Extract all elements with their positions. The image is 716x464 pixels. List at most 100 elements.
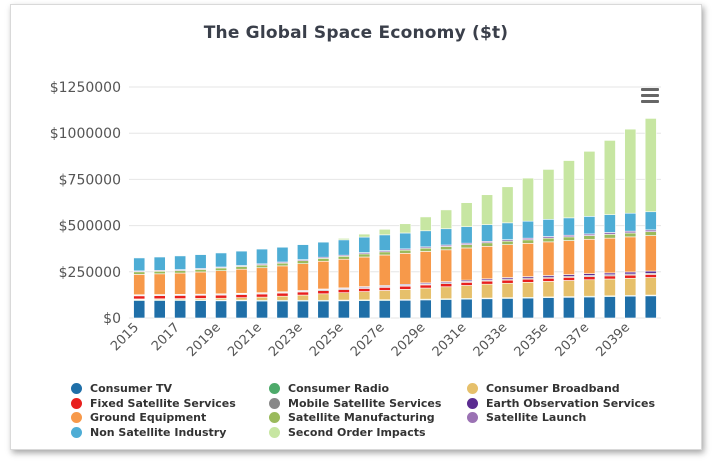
bar-segment xyxy=(562,217,575,236)
bar-segment xyxy=(378,290,391,301)
bar-segment xyxy=(440,283,453,288)
bar-segment xyxy=(317,290,330,295)
x-tick-label: 2025e xyxy=(307,320,347,360)
y-tick-label: $1000000 xyxy=(50,126,121,142)
chart-legend: Consumer TV Consumer Radio Consumer Broadb… xyxy=(71,381,701,441)
bar-segment xyxy=(133,271,146,275)
x-tick-label: 2031e xyxy=(430,320,470,360)
bar-segment xyxy=(337,292,350,301)
legend-swatch xyxy=(467,383,478,394)
legend-item[interactable]: Satellite Launch xyxy=(467,410,586,425)
legend-item[interactable]: Consumer Broadband xyxy=(467,381,620,396)
bar-segment xyxy=(583,238,596,274)
legend-item[interactable]: Consumer TV xyxy=(71,381,172,396)
bar-segment xyxy=(256,248,268,265)
bar-segment xyxy=(481,242,494,247)
bar-segment xyxy=(440,249,453,282)
legend-item[interactable]: Ground Equipment xyxy=(71,410,206,425)
legend-label: Consumer Broadband xyxy=(486,382,620,395)
bar-segment xyxy=(378,300,391,319)
bar-segment xyxy=(603,278,616,297)
legend-item[interactable]: Consumer Radio xyxy=(269,381,389,396)
bar-segment xyxy=(583,296,596,319)
legend-item[interactable]: Non Satellite Industry xyxy=(71,425,226,440)
bar-segment xyxy=(378,228,391,236)
bar-segment xyxy=(419,287,432,300)
x-tick-label: 2017 xyxy=(149,320,183,354)
bar-segment xyxy=(194,254,207,269)
bar-segment xyxy=(133,300,146,319)
bar-segment xyxy=(317,258,330,262)
bar-segment xyxy=(153,300,166,319)
bar-segment xyxy=(337,258,350,289)
bar-segment xyxy=(624,236,637,273)
bar-segment xyxy=(358,233,371,238)
bar-segment xyxy=(174,295,187,299)
bar-segment xyxy=(399,299,412,319)
bar-segment xyxy=(644,274,657,278)
x-tick-label: 2029e xyxy=(389,320,429,360)
legend-label: Satellite Launch xyxy=(486,411,587,424)
bar-segment xyxy=(542,277,555,282)
bar-segment xyxy=(276,265,289,293)
bar-segment xyxy=(522,278,534,283)
bar-segment xyxy=(133,274,146,296)
bar-segment xyxy=(194,300,207,319)
bar-segment xyxy=(153,295,166,300)
bar-segment xyxy=(583,279,596,297)
legend-item[interactable]: Earth Observation Services xyxy=(467,396,655,411)
bar-segment xyxy=(296,300,309,319)
legend-swatch xyxy=(71,426,82,438)
bar-segment xyxy=(542,241,555,276)
bar-segment xyxy=(153,270,166,275)
bar-segment xyxy=(481,280,494,285)
chart-menu-button[interactable] xyxy=(639,88,661,106)
legend-item[interactable]: Second Order Impacts xyxy=(269,425,426,440)
bar-segment xyxy=(399,223,412,234)
y-tick-label: $750000 xyxy=(59,172,121,188)
bar-segment xyxy=(501,240,514,245)
bar-segment xyxy=(235,294,248,298)
bar-segment xyxy=(296,294,309,301)
bar-segment xyxy=(399,253,412,285)
x-tick-label: 2021e xyxy=(225,320,265,360)
bar-segment xyxy=(460,226,473,244)
bar-segment xyxy=(153,273,166,295)
bar-segment xyxy=(358,291,371,301)
bar-segment xyxy=(276,246,289,263)
bar-segment xyxy=(542,169,555,220)
legend-item[interactable]: Fixed Satellite Services xyxy=(71,396,236,411)
bar-segment xyxy=(215,267,228,271)
bar-segment xyxy=(522,243,534,277)
bar-segment xyxy=(522,220,534,239)
bar-segment xyxy=(317,260,330,290)
legend-item[interactable]: Mobile Satellite Services xyxy=(269,396,441,411)
legend-item[interactable]: Satellite Manufacturing xyxy=(269,410,435,425)
bar-segment xyxy=(317,293,330,301)
bar-segment xyxy=(481,298,494,319)
legend-label: Earth Observation Services xyxy=(486,396,656,410)
bar-segment xyxy=(501,282,514,298)
bar-segment xyxy=(501,244,514,278)
bar-segment xyxy=(399,249,412,254)
x-tick-label: 2023e xyxy=(266,320,306,360)
bar-segment xyxy=(562,280,575,297)
bar-segment xyxy=(296,244,309,260)
legend-swatch xyxy=(269,397,280,409)
bar-segment xyxy=(603,140,616,215)
bar-segment xyxy=(481,245,494,280)
bar-segment xyxy=(644,277,657,296)
bar-segment xyxy=(358,300,371,319)
y-tick-label: $500000 xyxy=(59,219,121,235)
bar-segment xyxy=(276,262,289,267)
bar-segment xyxy=(419,299,432,319)
bar-segment xyxy=(542,237,555,243)
bar-segment xyxy=(644,211,657,231)
bar-segment xyxy=(399,285,412,290)
legend-swatch xyxy=(71,383,82,394)
bar-segment xyxy=(460,285,473,299)
bar-segment xyxy=(624,128,637,214)
legend-swatch xyxy=(269,383,280,394)
bar-segment xyxy=(358,288,371,292)
bar-segment xyxy=(419,216,432,232)
